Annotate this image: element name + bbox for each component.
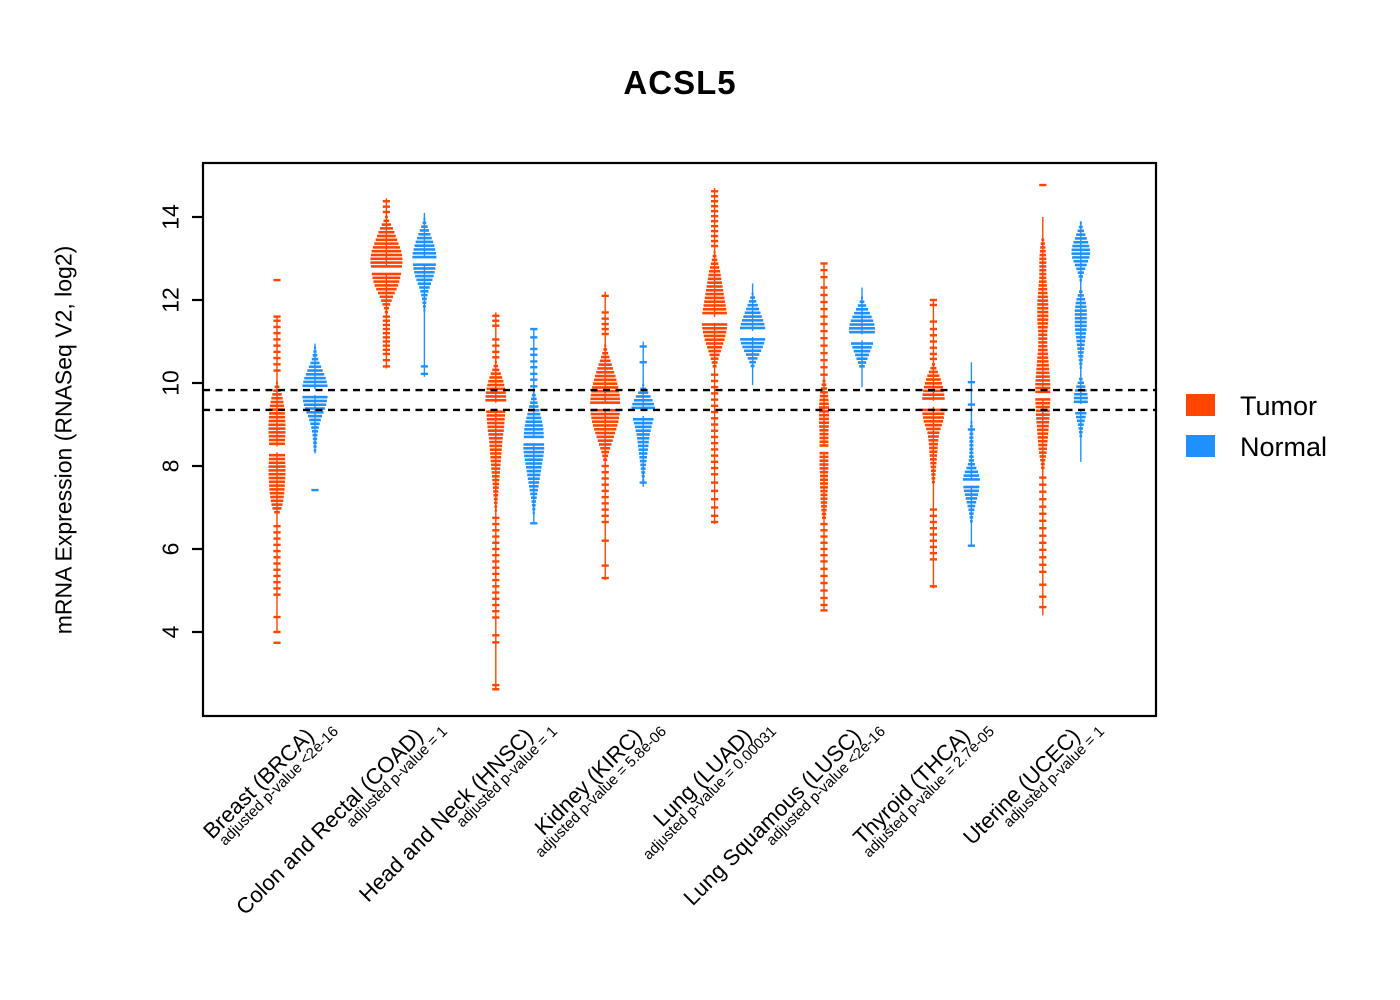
violin-lusc-normal bbox=[849, 287, 875, 388]
violin-thca-tumor bbox=[922, 298, 945, 589]
plot-frame bbox=[201, 161, 1158, 718]
violin-brca-normal bbox=[302, 343, 328, 492]
violin-lusc-tumor bbox=[819, 262, 829, 612]
violin-hnsc-tumor bbox=[485, 312, 507, 691]
y-tick-10: 10 bbox=[157, 370, 184, 396]
violin-ucec-normal bbox=[1071, 221, 1091, 462]
y-tick-6: 6 bbox=[157, 542, 184, 556]
violin-thca-normal bbox=[962, 362, 980, 547]
violin-kirc-tumor bbox=[590, 291, 621, 581]
chart-title: ACSL5 bbox=[623, 64, 737, 101]
violin-hnsc-normal bbox=[523, 327, 545, 525]
y-tick-14: 14 bbox=[157, 204, 184, 230]
violin-luad-tumor bbox=[701, 187, 728, 525]
violin-brca-tumor bbox=[268, 278, 286, 644]
y-tick-8: 8 bbox=[157, 459, 184, 473]
violin-kirc-normal bbox=[631, 341, 655, 487]
y-tick-4: 4 bbox=[157, 625, 184, 639]
normal-swatch-icon bbox=[1186, 435, 1215, 457]
violin-coad-tumor bbox=[370, 198, 403, 369]
legend-label-tumor: Tumor bbox=[1240, 391, 1318, 421]
tumor-swatch-icon bbox=[1186, 394, 1215, 416]
violin-luad-normal bbox=[739, 283, 766, 386]
legend-label-normal: Normal bbox=[1240, 432, 1328, 462]
violin-ucec-tumor bbox=[1035, 183, 1051, 616]
violin-coad-normal bbox=[412, 212, 437, 377]
y-tick-12: 12 bbox=[157, 287, 184, 313]
